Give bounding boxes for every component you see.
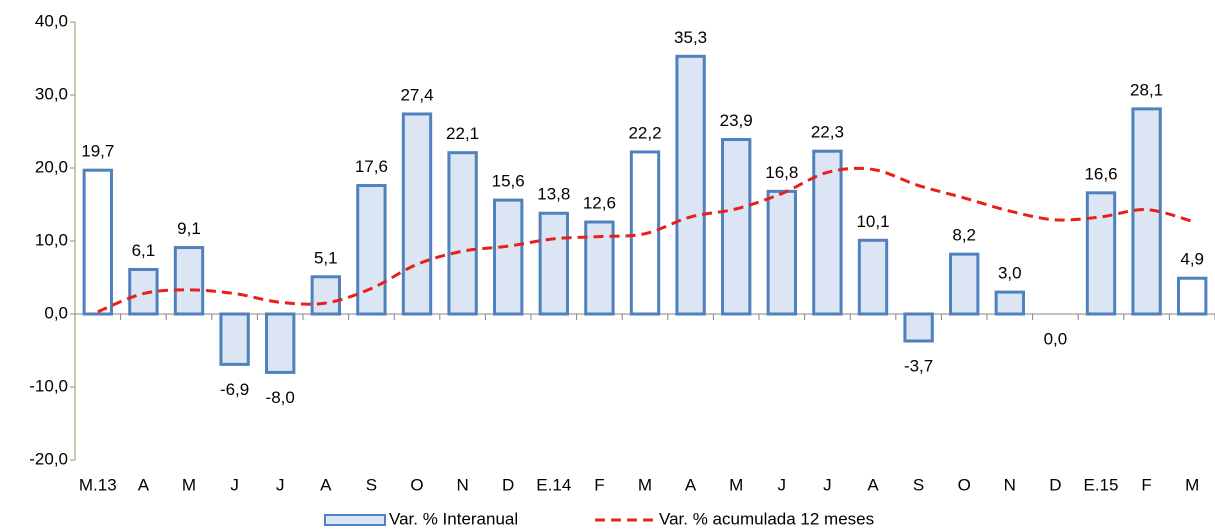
bar: [1085, 191, 1117, 316]
value-label: -3,7: [904, 356, 933, 375]
y-tick-label: -20,0: [29, 449, 68, 468]
value-label: 35,3: [674, 28, 707, 47]
x-tick-label: A: [320, 475, 332, 494]
value-label: 8,2: [952, 226, 976, 245]
bar: [401, 112, 433, 316]
x-tick-label: D: [502, 475, 514, 494]
bar: [82, 168, 113, 316]
value-label: 16,6: [1084, 164, 1117, 183]
x-tick-label: M: [729, 475, 743, 494]
x-tick-label: E.15: [1084, 475, 1119, 494]
value-label: 15,6: [492, 172, 525, 191]
y-tick-label: 30,0: [35, 84, 68, 103]
y-tick-label: 10,0: [35, 230, 68, 249]
line: [97, 166, 1193, 314]
x-tick-label: E.14: [536, 475, 571, 494]
value-label: -6,9: [220, 380, 249, 399]
y-tick-label: 40,0: [35, 11, 68, 30]
bar: [310, 275, 341, 316]
bar: [903, 312, 934, 343]
x-tick-label: J: [276, 475, 285, 494]
legend-swatch: [324, 514, 386, 526]
x-tick-label: A: [685, 475, 697, 494]
value-label: 12,6: [583, 194, 616, 213]
bar: [857, 238, 889, 316]
bar: [812, 149, 843, 316]
bar: [447, 151, 478, 316]
x-tick-label: M: [638, 475, 652, 494]
x-tick-label: D: [1049, 475, 1061, 494]
bar: [356, 184, 387, 316]
value-label: 3,0: [998, 264, 1022, 283]
bar: [265, 312, 296, 374]
x-tick-label: O: [410, 475, 423, 494]
x-tick-label: M: [182, 475, 196, 494]
bar: [219, 312, 250, 366]
bar: [675, 54, 706, 316]
value-label: 5,1: [314, 248, 338, 267]
value-label: 0,0: [1044, 329, 1068, 348]
x-tick-label: S: [913, 475, 924, 494]
bar: [721, 138, 752, 316]
x-tick-label: F: [594, 475, 604, 494]
bar: [994, 290, 1025, 316]
bar: [1177, 276, 1208, 316]
y-tick-label: 0,0: [44, 303, 68, 322]
value-label: 4,9: [1180, 250, 1204, 269]
value-label: 16,8: [765, 163, 798, 182]
bar: [538, 211, 569, 316]
value-label: 23,9: [720, 111, 753, 130]
y-tick-label: 20,0: [35, 157, 68, 176]
bar: [584, 220, 615, 316]
x-tick-label: A: [138, 475, 150, 494]
x-tick-label: O: [958, 475, 971, 494]
value-label: 17,6: [355, 157, 388, 176]
x-tick-label: N: [1004, 475, 1016, 494]
value-label: 22,2: [628, 123, 661, 142]
bar: [766, 189, 797, 316]
value-label: 22,1: [446, 124, 479, 143]
value-label: 19,7: [81, 142, 114, 161]
value-label: 28,1: [1130, 80, 1163, 99]
x-tick-label: N: [456, 475, 468, 494]
legend-label: Var. % acumulada 12 meses: [659, 509, 874, 528]
value-label: 27,4: [400, 85, 433, 104]
x-tick-label: S: [366, 475, 377, 494]
x-tick-label: A: [867, 475, 879, 494]
x-tick-label: F: [1141, 475, 1151, 494]
x-tick-label: J: [778, 475, 787, 494]
bar: [173, 246, 205, 316]
x-tick-label: J: [823, 475, 832, 494]
y-tick-label: -10,0: [29, 376, 68, 395]
x-tick-label: M.13: [79, 475, 117, 494]
value-label: 13,8: [537, 185, 570, 204]
x-tick-label: J: [230, 475, 239, 494]
x-tick-label: M: [1185, 475, 1199, 494]
value-label: 22,3: [811, 123, 844, 142]
value-label: 10,1: [856, 212, 889, 231]
value-label: -8,0: [266, 388, 295, 407]
bar: [493, 198, 524, 316]
value-label: 6,1: [132, 241, 156, 260]
bar: [128, 267, 159, 316]
bar: [949, 252, 980, 316]
legend-label: Var. % Interanual: [389, 509, 518, 528]
value-label: 9,1: [177, 219, 201, 238]
